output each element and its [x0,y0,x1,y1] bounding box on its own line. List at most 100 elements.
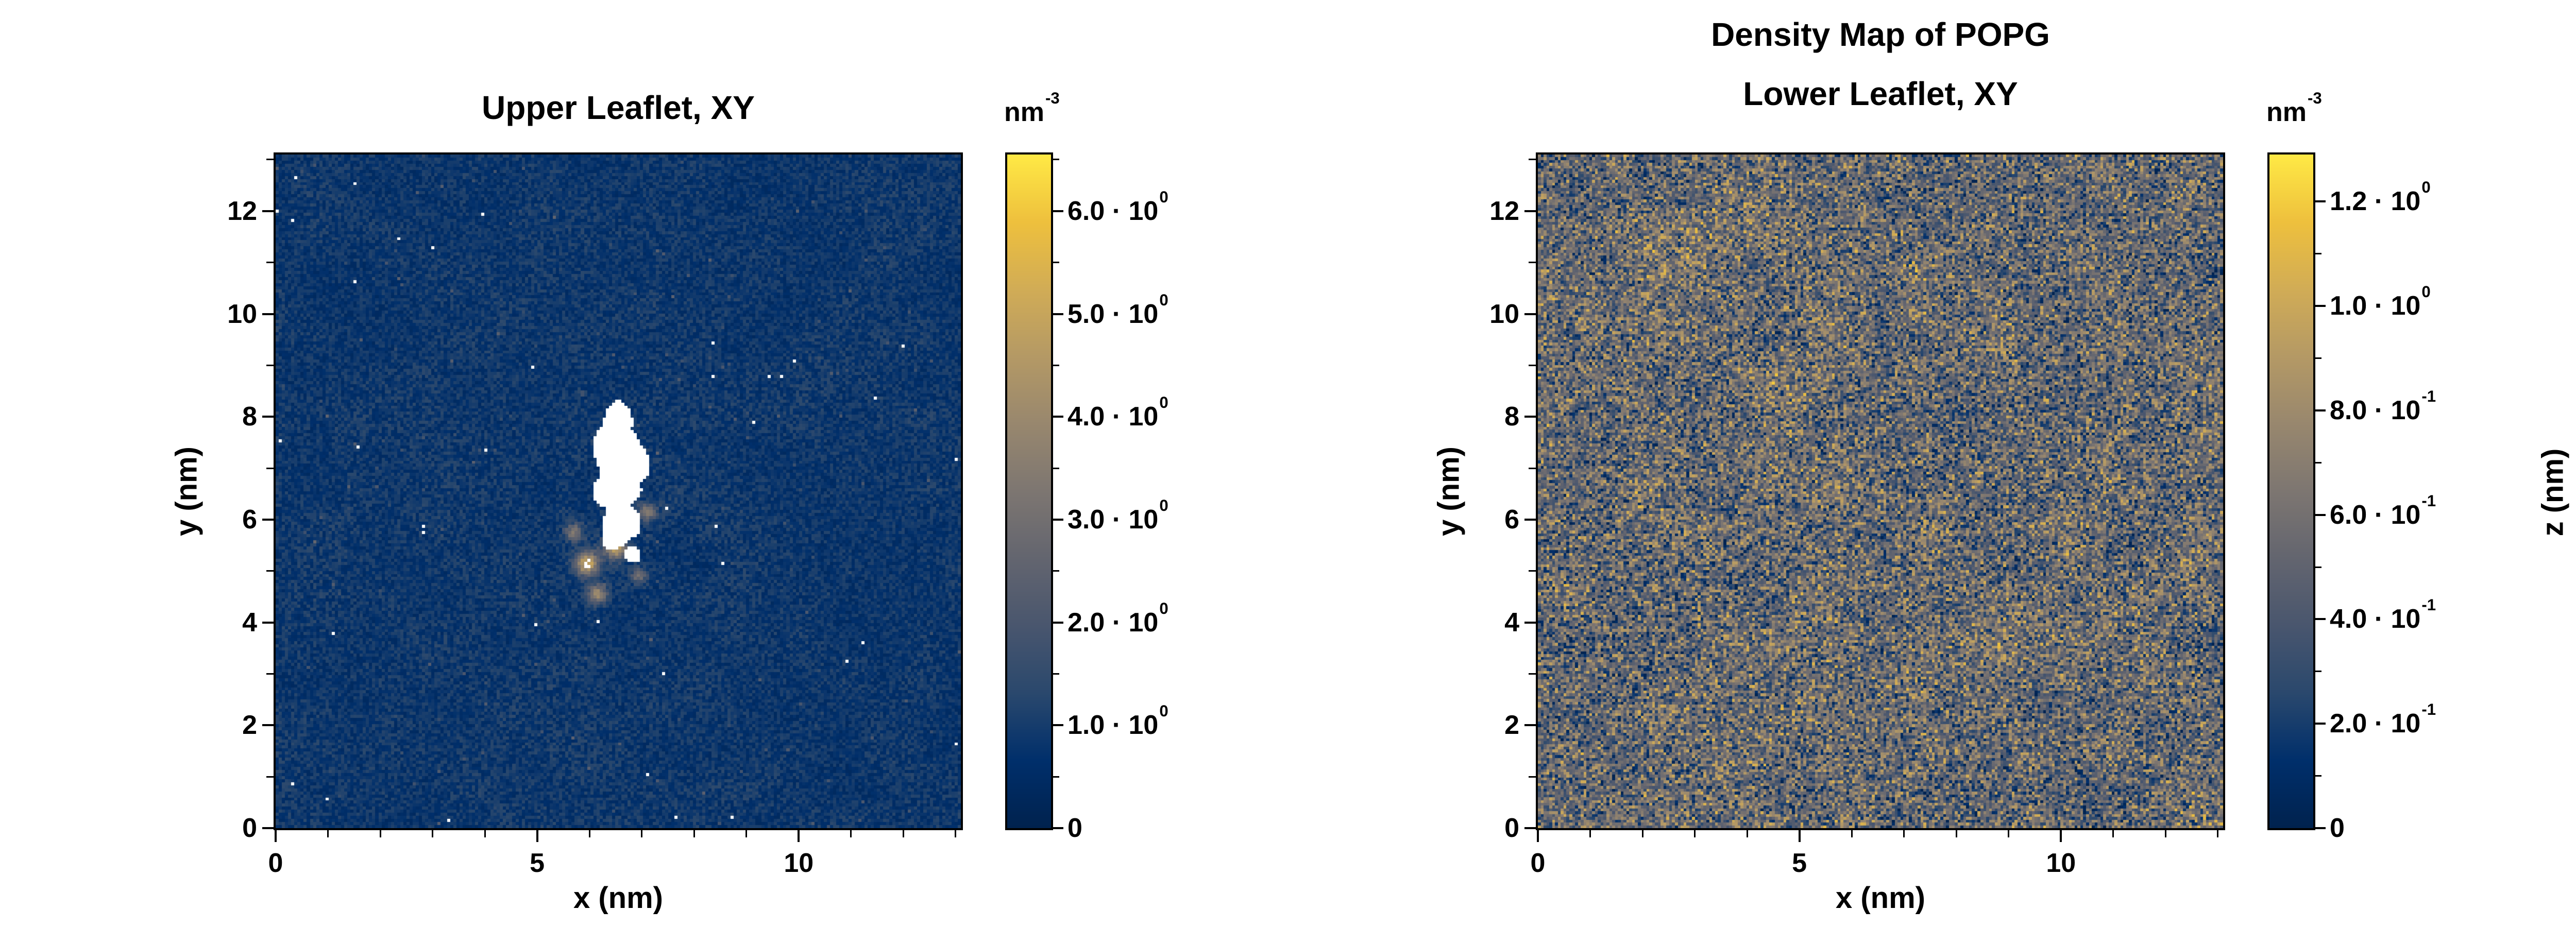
colorbar-minor-tick-mark [2315,253,2321,255]
colorbar-tick-mark [1053,827,1063,829]
colorbar-minor-tick-mark [2315,461,2321,464]
y-minor-tick-mark [1529,570,1536,572]
y-tick-label: 8 [242,402,257,432]
y-minor-tick-mark [1529,673,1536,675]
x-tick-label: 5 [530,848,545,878]
x-minor-tick-mark [902,830,904,837]
y-tick-mark [262,621,274,624]
y-tick-label: 4 [2521,200,2576,231]
lower-leaflet-heatmap [1536,152,2225,830]
y-minor-tick-mark [1529,262,1536,264]
y-tick-label: 6 [1504,504,1519,535]
colorbar-tick-label: 1.2 · 100 [2330,178,2431,217]
y-minor-tick-mark [266,159,274,161]
panel-title: Upper Leaflet, XY [482,89,755,126]
x-tick-mark [1537,830,1539,842]
x-minor-tick-mark [693,830,695,837]
colorbar-tick-mark [2315,305,2326,307]
colorbar-tick-mark [1053,724,1063,727]
y-tick-mark [1524,518,1536,521]
colorbar-tick-label: 2.0 · 100 [1067,599,1168,638]
x-minor-tick-mark [2217,830,2219,837]
y-tick-mark [262,210,274,212]
y-tick-label: -4 [2521,754,2576,785]
x-minor-tick-mark [850,830,852,837]
y-minor-tick-mark [266,262,274,264]
x-minor-tick-mark [1694,830,1696,837]
y-tick-label: 2 [2521,338,2576,369]
colorbar-tick-label: 8.0 · 10-1 [2330,387,2436,425]
colorbar-minor-tick-mark [1053,262,1059,264]
y-minor-tick-mark [1529,364,1536,366]
colorbar-tick-label: 4.0 · 100 [1067,393,1168,432]
y-minor-tick-mark [266,776,274,778]
x-tick-mark [275,830,277,842]
x-tick-mark [536,830,538,842]
colorbar-tick-label: 6.0 · 100 [1067,187,1168,226]
y-tick-label: 10 [1489,299,1519,329]
y-minor-tick-mark [266,467,274,469]
y-tick-mark [262,827,274,829]
y-tick-mark [1524,416,1536,418]
x-tick-mark [1798,830,1801,842]
x-minor-tick-mark [1641,830,1643,837]
x-minor-tick-mark [641,830,643,837]
colorbar-minor-tick-mark [1053,570,1059,572]
colorbar-tick-label: 3.0 · 100 [1067,496,1168,535]
x-axis-label: x (nm) [573,881,663,915]
colorbar-tick-label: 5.0 · 100 [1067,290,1168,329]
colorbar-tick-label: 1.0 · 100 [2330,283,2431,321]
x-minor-tick-mark [1746,830,1748,837]
colorbar-minor-tick-mark [1053,364,1059,366]
y-minor-tick-mark [1529,467,1536,469]
x-minor-tick-mark [1955,830,1957,837]
colorbar-minor-tick-mark [2315,357,2321,359]
x-tick-label: 10 [784,848,814,878]
y-tick-label: 0 [242,813,257,843]
x-minor-tick-mark [379,830,381,837]
colorbar-tick-label: 0 [2330,813,2345,843]
y-tick-label: 6 [242,504,257,535]
y-minor-tick-mark [266,364,274,366]
y-tick-label: 10 [227,299,257,329]
x-tick-mark [798,830,800,842]
y-tick-mark [1524,724,1536,727]
colorbar-tick-label: 6.0 · 10-1 [2330,491,2436,530]
colorbar-tick-mark [1053,210,1063,212]
figure-suptitle: Density Map of POPG [1711,16,2050,53]
colorbar-minor-tick-mark [1053,159,1059,161]
colorbar-tick-mark [2315,200,2326,203]
colorbar-tick-label: 2.0 · 10-1 [2330,700,2436,739]
x-minor-tick-mark [327,830,329,837]
y-tick-label: 4 [1504,607,1519,638]
y-minor-tick-mark [266,673,274,675]
y-tick-label: 2 [242,710,257,741]
y-tick-label: 0 [1504,813,1519,843]
x-tick-label: 0 [1530,848,1546,878]
x-minor-tick-mark [588,830,590,837]
x-minor-tick-mark [2164,830,2166,837]
x-minor-tick-mark [2112,830,2114,837]
colorbar-tick-mark [2315,827,2326,829]
x-tick-label: 0 [268,848,283,878]
y-tick-mark [262,724,274,727]
colorbar-minor-tick-mark [1053,776,1059,778]
x-minor-tick-mark [1903,830,1905,837]
colorbar-tick-mark [1053,621,1063,624]
y-tick-mark [1524,210,1536,212]
y-tick-mark [1524,621,1536,624]
x-minor-tick-mark [1589,830,1591,837]
y-tick-label: 12 [1489,196,1519,226]
colorbar-tick-mark [1053,313,1063,315]
colorbar-tick-mark [2315,513,2326,516]
upper-leaflet-heatmap [274,152,963,830]
x-minor-tick-mark [955,830,957,837]
colorbar-upper-leaflet [1005,152,1053,830]
y-tick-label: 8 [1504,402,1519,432]
y-tick-label: 2 [1504,710,1519,741]
panel-title: Lower Leaflet, XY [1743,75,2018,112]
y-tick-mark [1524,313,1536,315]
x-minor-tick-mark [2008,830,2010,837]
colorbar-minor-tick-mark [1053,467,1059,469]
